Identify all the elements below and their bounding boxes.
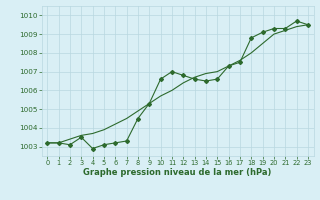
- X-axis label: Graphe pression niveau de la mer (hPa): Graphe pression niveau de la mer (hPa): [84, 168, 272, 177]
